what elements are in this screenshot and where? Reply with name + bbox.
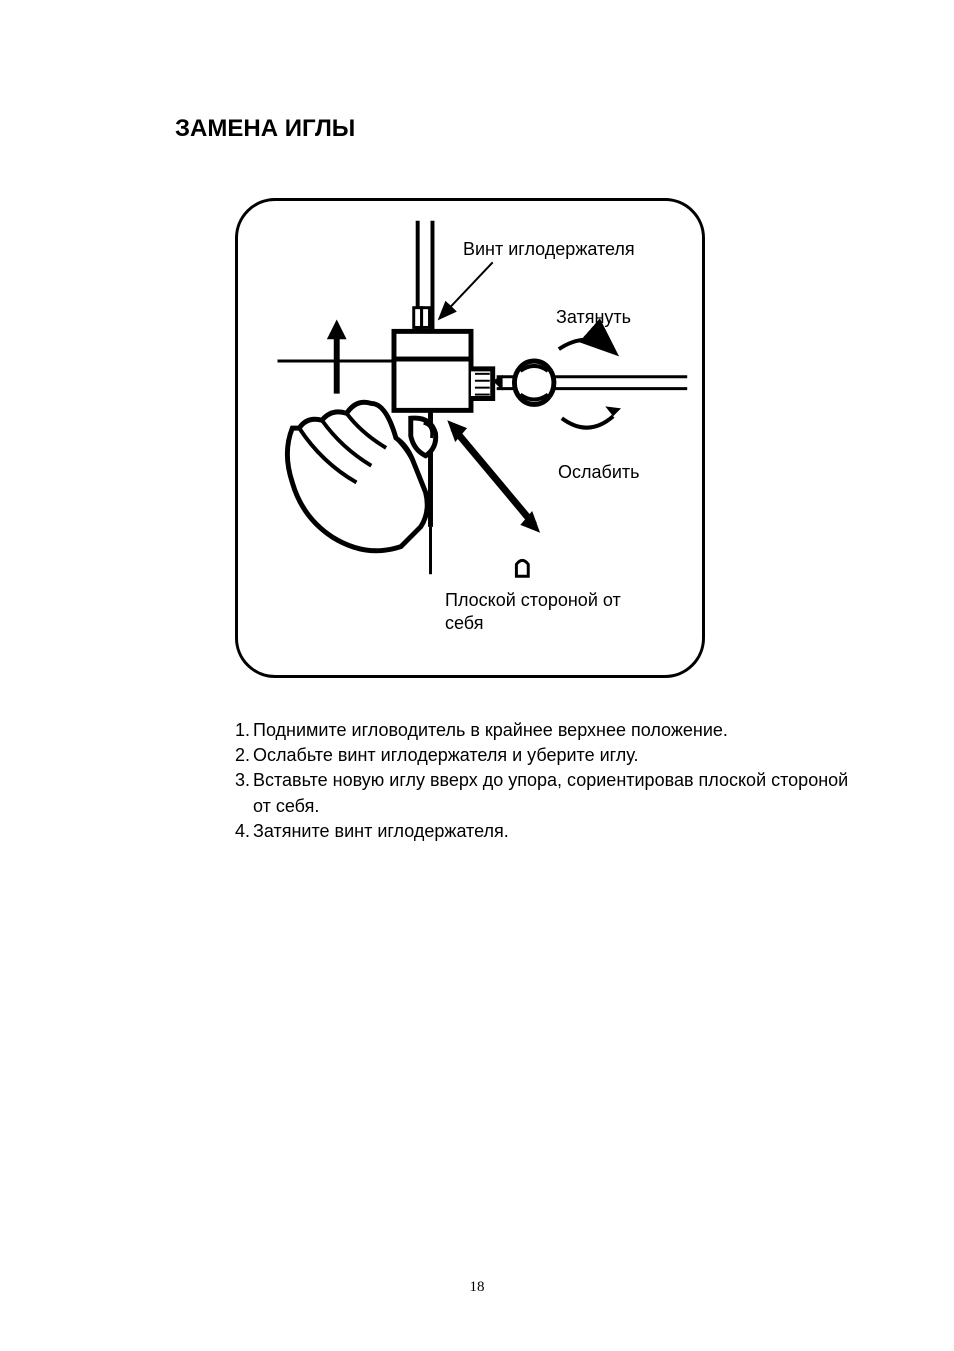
page-number: 18 [0,1279,954,1296]
instruction-text: Поднимите игловодитель в крайнее верхнее… [253,718,864,743]
page-heading: ЗАМЕНА ИГЛЫ [175,115,864,143]
instruction-item: 1. Поднимите игловодитель в крайнее верх… [235,718,864,743]
label-flat-side: Плоской стороной от себя [445,589,645,636]
instruction-text: Вставьте новую иглу вверх до упора, сори… [253,768,864,818]
diagram-container: Винт иглодержателя Затянуть Ослабить Пло… [235,198,864,678]
instruction-number: 4. [235,819,253,844]
instruction-text: Затяните винт иглодержателя. [253,819,864,844]
instruction-number: 1. [235,718,253,743]
instruction-item: 3. Вставьте новую иглу вверх до упора, с… [235,768,864,818]
label-tighten: Затянуть [556,306,631,329]
diagram-box: Винт иглодержателя Затянуть Ослабить Пло… [235,198,705,678]
instruction-number: 2. [235,743,253,768]
instruction-number: 3. [235,768,253,818]
instruction-item: 2. Ослабьте винт иглодержателя и уберите… [235,743,864,768]
document-page: ЗАМЕНА ИГЛЫ [0,0,954,904]
instructions-list: 1. Поднимите игловодитель в крайнее верх… [235,718,864,844]
label-needle-holder-screw: Винт иглодержателя [463,238,635,261]
instruction-item: 4. Затяните винт иглодержателя. [235,819,864,844]
instruction-text: Ослабьте винт иглодержателя и уберите иг… [253,743,864,768]
label-loosen: Ослабить [558,461,640,484]
